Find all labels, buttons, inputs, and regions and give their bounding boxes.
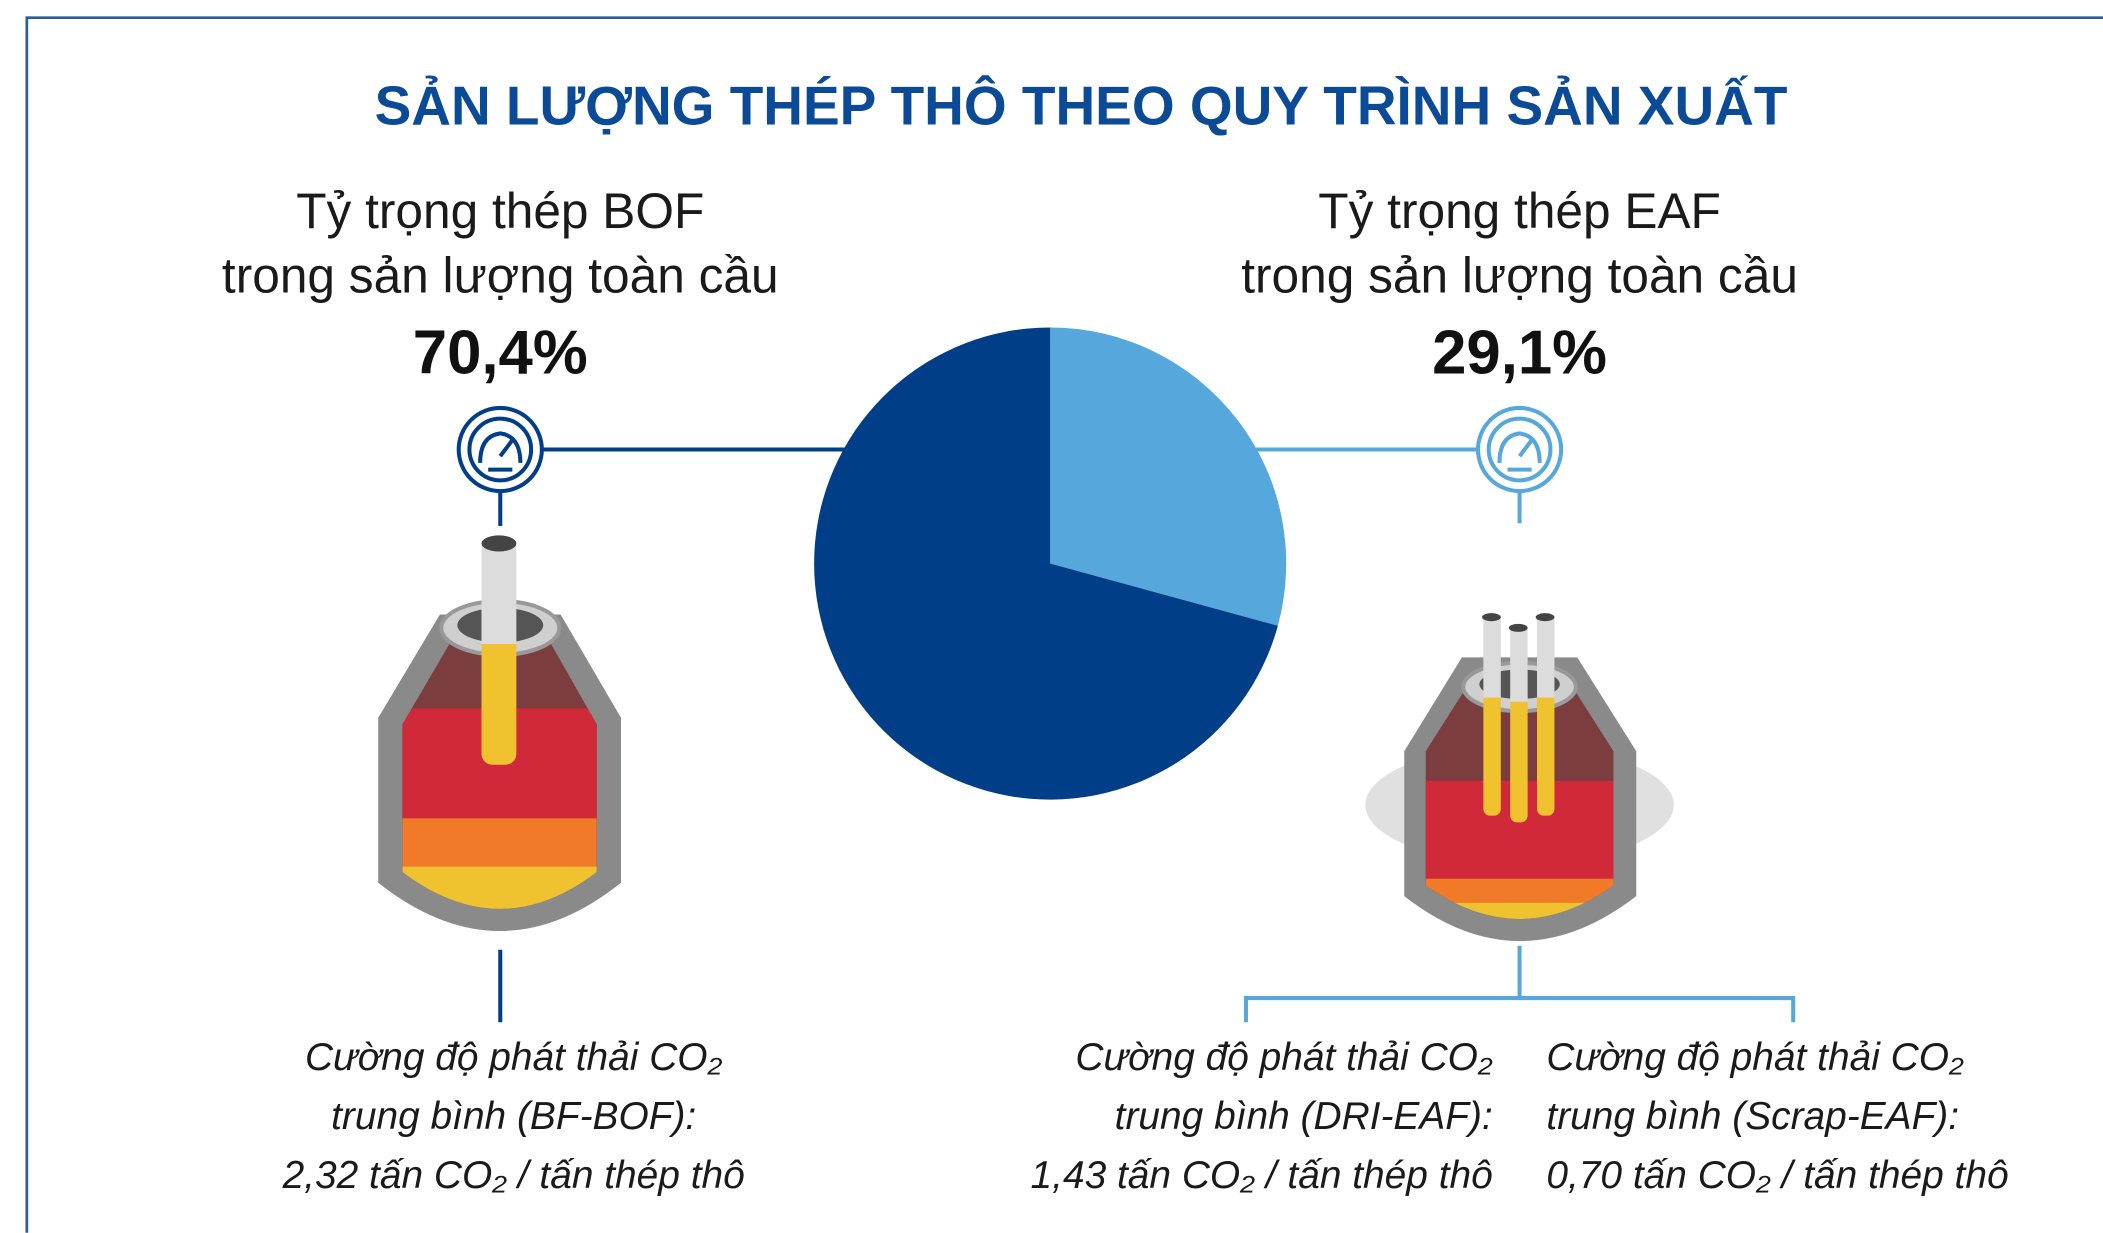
bracket xyxy=(1243,945,1796,1023)
share-label: trong sản lượng toàn cầu xyxy=(222,247,779,303)
emission-note: trung bình (BF-BOF): xyxy=(331,1095,696,1138)
emission-note: Cường độ phát thải CO₂ xyxy=(305,1036,723,1079)
gauge-icon xyxy=(1475,405,1564,494)
share-value: 29,1% xyxy=(1432,318,1607,387)
pie-slice xyxy=(814,327,1278,800)
pie-slice xyxy=(1050,327,1287,626)
eaf-furnace xyxy=(1365,613,1674,942)
title: SẢN LƯỢNG THÉP THÔ THEO QUY TRÌNH SẢN XU… xyxy=(375,75,1788,137)
emission-note: trung bình (Scrap-EAF): xyxy=(1546,1095,1959,1138)
share-label: trong sản lượng toàn cầu xyxy=(1241,247,1798,303)
emission-note: 0,70 tấn CO₂ / tấn thép thô xyxy=(1546,1154,2008,1197)
gauge-icon xyxy=(456,405,544,494)
emission-note: Cường độ phát thải CO₂ xyxy=(1546,1036,1964,1079)
emission-note: 1,43 tấn CO₂ / tấn thép thô xyxy=(1031,1154,1493,1197)
emission-note: Cường độ phát thải CO₂ xyxy=(1075,1036,1493,1079)
share-value: 70,4% xyxy=(413,318,588,387)
pie xyxy=(814,327,1287,800)
share-label: Tỷ trọng thép EAF xyxy=(1318,183,1721,239)
frame xyxy=(25,16,2103,1233)
bof-furnace xyxy=(378,535,621,932)
emission-note: 2,32 tấn CO₂ / tấn thép thô xyxy=(282,1154,745,1197)
share-label: Tỷ trọng thép BOF xyxy=(296,183,704,239)
emission-note: trung bình (DRI-EAF): xyxy=(1115,1095,1493,1138)
